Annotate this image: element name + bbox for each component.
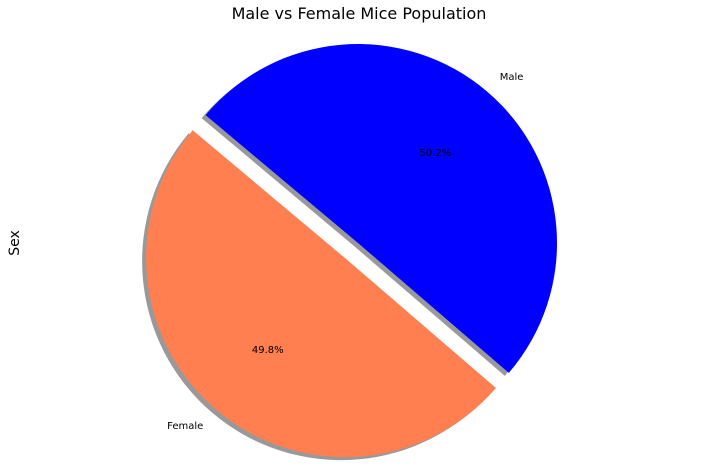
pie-slices xyxy=(146,44,557,458)
chart-title: Male vs Female Mice Population xyxy=(232,4,487,23)
slice-label-female: Female xyxy=(167,421,203,432)
slice-female xyxy=(146,130,496,458)
pie-labels: Female 49.8% Male 50.2% xyxy=(167,72,523,432)
slice-label-male: Male xyxy=(500,72,524,83)
slice-male xyxy=(205,44,557,373)
slice-pct-female: 49.8% xyxy=(252,345,284,356)
y-axis-label: Sex xyxy=(7,230,23,256)
slice-pct-male: 50.2% xyxy=(419,148,451,159)
